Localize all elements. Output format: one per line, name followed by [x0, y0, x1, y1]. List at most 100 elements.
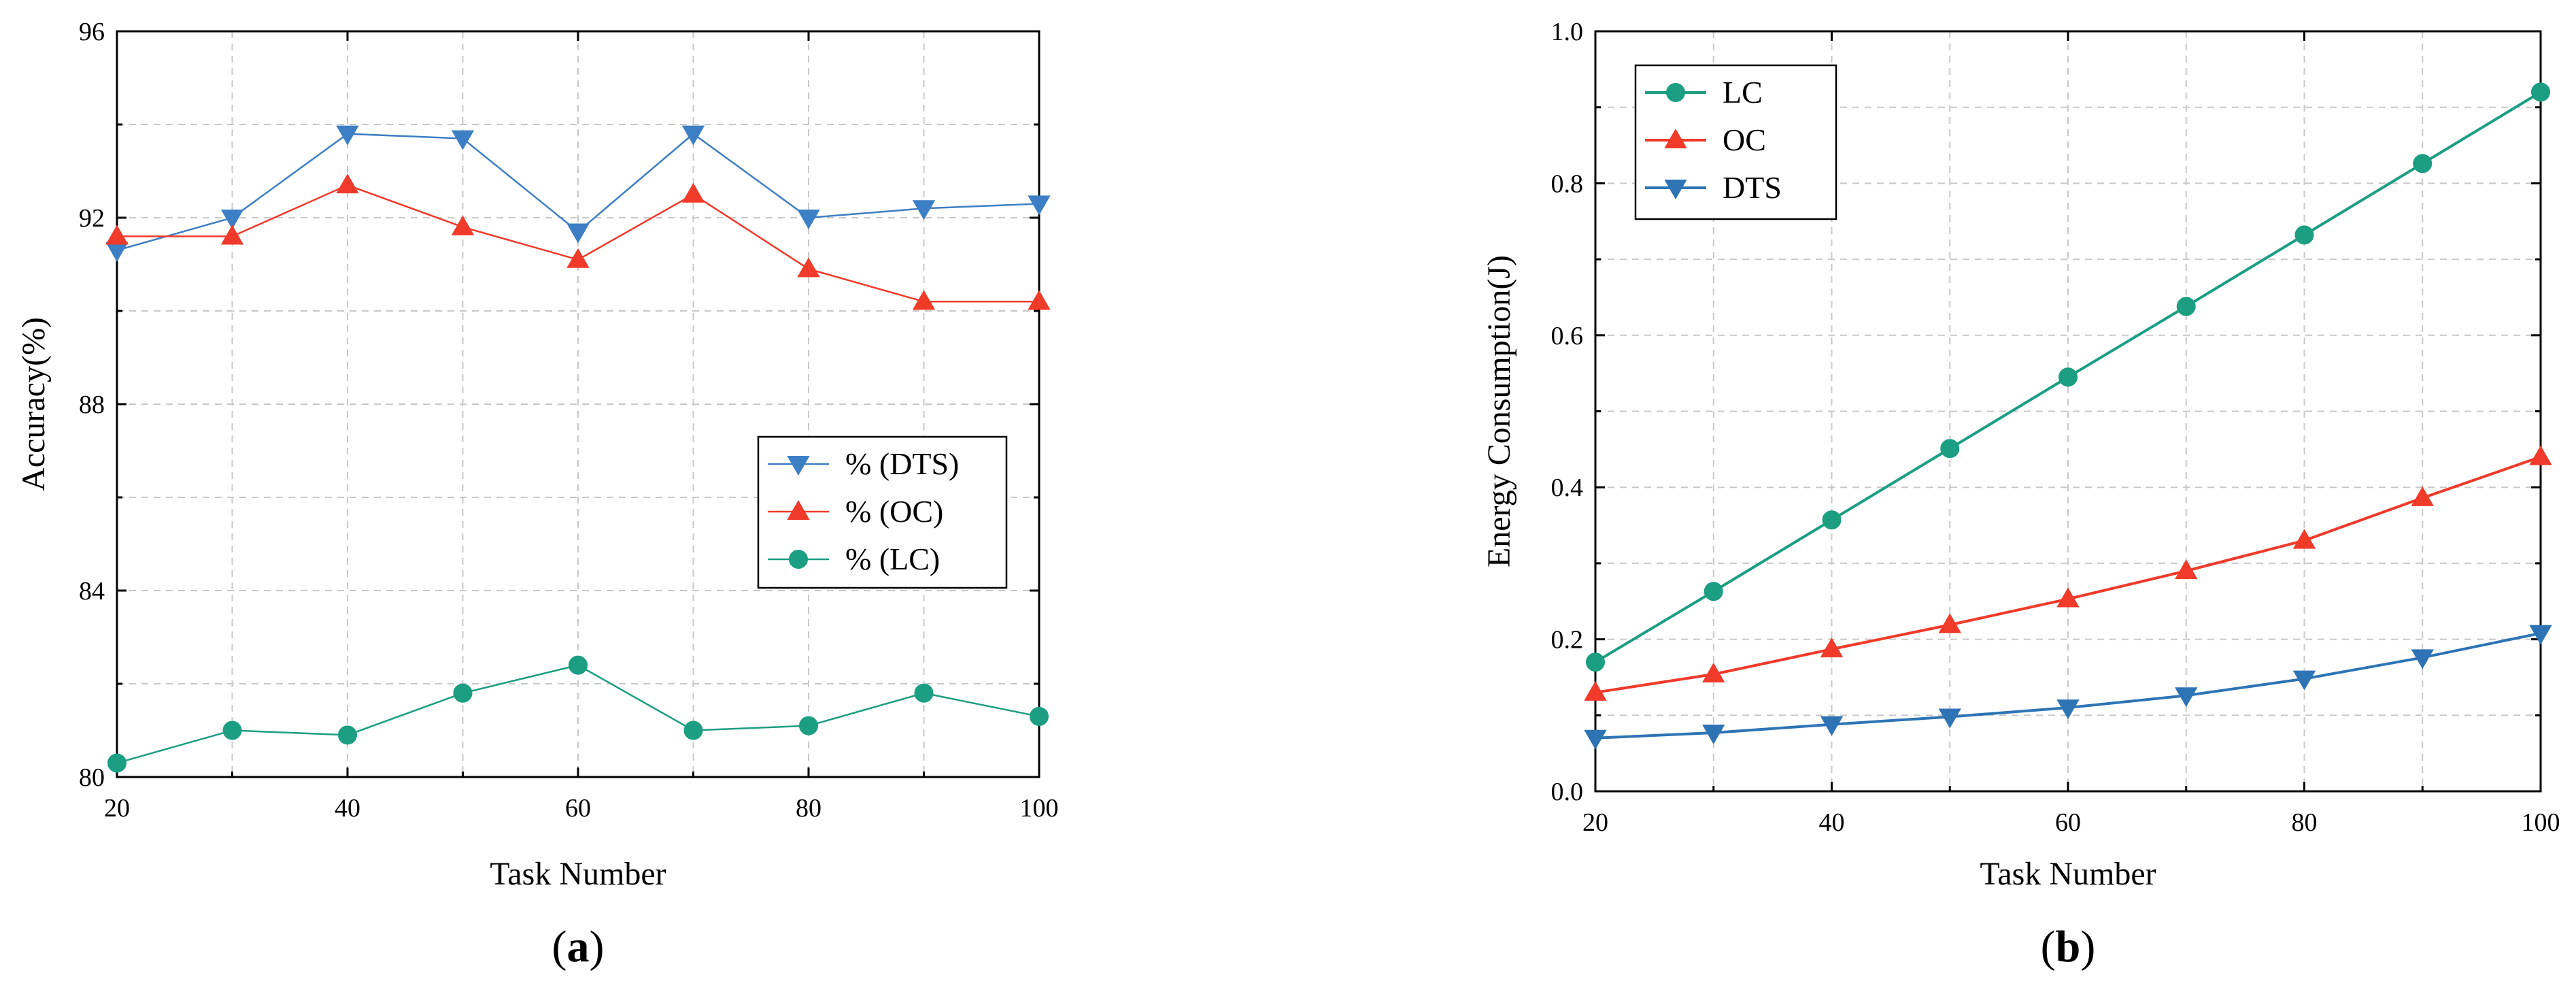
data-point [107, 753, 126, 773]
legend: LC OC DTS [1634, 64, 1837, 220]
x-tick-label: 100 [1020, 794, 1059, 823]
y-tick-label: 92 [79, 204, 105, 233]
x-axis-label: Task Number [490, 856, 666, 892]
legend-marker [1664, 129, 1687, 149]
data-point [2056, 699, 2080, 720]
data-point [797, 209, 820, 229]
data-point [1820, 716, 1844, 736]
y-tick-label: 0.4 [1551, 474, 1584, 502]
data-point [681, 182, 705, 203]
data-point [1822, 510, 1842, 530]
data-point [1702, 724, 1725, 744]
series-lc [1586, 82, 2550, 672]
data-point [222, 721, 242, 740]
data-point [451, 215, 475, 235]
legend-marker [1664, 179, 1687, 199]
y-tick-label: 0.8 [1551, 169, 1584, 198]
series-lc [107, 655, 1049, 773]
x-tick-label: 80 [796, 794, 821, 823]
data-point [2176, 297, 2196, 316]
data-point [336, 125, 359, 146]
data-point [2058, 367, 2078, 387]
x-tick-label: 40 [1819, 808, 1845, 837]
data-point [912, 290, 936, 310]
chart-panel-a: 20 40 60 80 100 80 84 88 92 96 Task Number Accuracy… [16, 18, 1059, 972]
data-point [683, 721, 703, 740]
x-tick-label: 20 [104, 794, 130, 823]
data-point [1938, 613, 1961, 633]
legend-marker [1666, 83, 1685, 102]
data-point [1584, 680, 1607, 701]
y-tick-label: 0.0 [1551, 778, 1584, 806]
data-point [797, 257, 820, 278]
series-dts [1584, 625, 2552, 750]
data-point [1028, 290, 1051, 310]
y-tick-label: 88 [79, 391, 105, 419]
data-point [1820, 638, 1844, 658]
data-point [914, 683, 934, 703]
data-point [566, 223, 590, 244]
data-point [2292, 529, 2316, 549]
y-tick-label: 0.2 [1551, 626, 1584, 655]
data-point [2411, 649, 2434, 669]
legend: % (DTS) % (OC) % (LC) [757, 435, 1008, 589]
y-axis-label: Energy Consumption(J) [1481, 255, 1517, 567]
data-point [912, 200, 936, 220]
legend-label: LC [1723, 75, 1763, 110]
data-point [1584, 729, 1607, 750]
data-point [1028, 195, 1051, 216]
y-tick-label: 84 [79, 577, 105, 606]
data-point [220, 225, 244, 245]
panel-label: (a) [552, 922, 605, 972]
data-point [2411, 486, 2434, 506]
y-tick-label: 96 [79, 18, 105, 46]
legend-label: DTS [1723, 170, 1782, 205]
data-point [2056, 587, 2080, 608]
data-point [2175, 559, 2198, 580]
legend-marker [787, 455, 810, 476]
x-tick-label: 40 [335, 794, 360, 823]
x-tick-label: 60 [565, 794, 591, 823]
data-point [681, 125, 705, 146]
series-oc [105, 173, 1051, 310]
y-tick-label: 0.6 [1551, 322, 1584, 350]
data-point [1030, 706, 1049, 726]
legend-label: OC [1723, 122, 1766, 157]
legend-label: % (LC) [845, 542, 940, 576]
data-point [2529, 445, 2552, 465]
chart-panel-b: 20 40 60 80 100 0.0 0.2 0.4 0.6 0.8 1.0 Task Number… [1481, 18, 2560, 972]
panel-label: (b) [2041, 922, 2096, 972]
data-point [2413, 154, 2433, 173]
data-point [220, 209, 244, 229]
data-point [2529, 625, 2552, 645]
legend-marker [789, 550, 808, 569]
data-point [1704, 582, 1723, 601]
legend-label: % (OC) [845, 494, 943, 529]
y-axis-label: Accuracy(%) [16, 317, 52, 491]
data-point [105, 242, 129, 262]
data-point [569, 655, 588, 675]
data-point [799, 716, 818, 735]
x-tick-label: 80 [2292, 808, 2318, 837]
data-point [2531, 82, 2550, 102]
y-tick-label: 1.0 [1551, 18, 1584, 46]
series-dts [105, 125, 1051, 262]
series-oc [1584, 445, 2552, 701]
data-point [451, 130, 475, 150]
data-point [1938, 708, 1961, 729]
data-point [2175, 687, 2198, 708]
x-tick-label: 60 [2055, 808, 2081, 837]
data-point [105, 225, 129, 245]
data-point [1940, 439, 1960, 459]
x-tick-label: 100 [2522, 808, 2560, 837]
data-point [2294, 225, 2314, 245]
data-point [566, 248, 590, 268]
legend-label: % (DTS) [845, 446, 959, 481]
data-point [1702, 663, 1725, 683]
x-tick-label: 20 [1582, 808, 1608, 837]
data-point [336, 173, 359, 194]
data-point [453, 683, 473, 703]
data-point [2292, 670, 2316, 691]
data-point [1586, 652, 1605, 672]
